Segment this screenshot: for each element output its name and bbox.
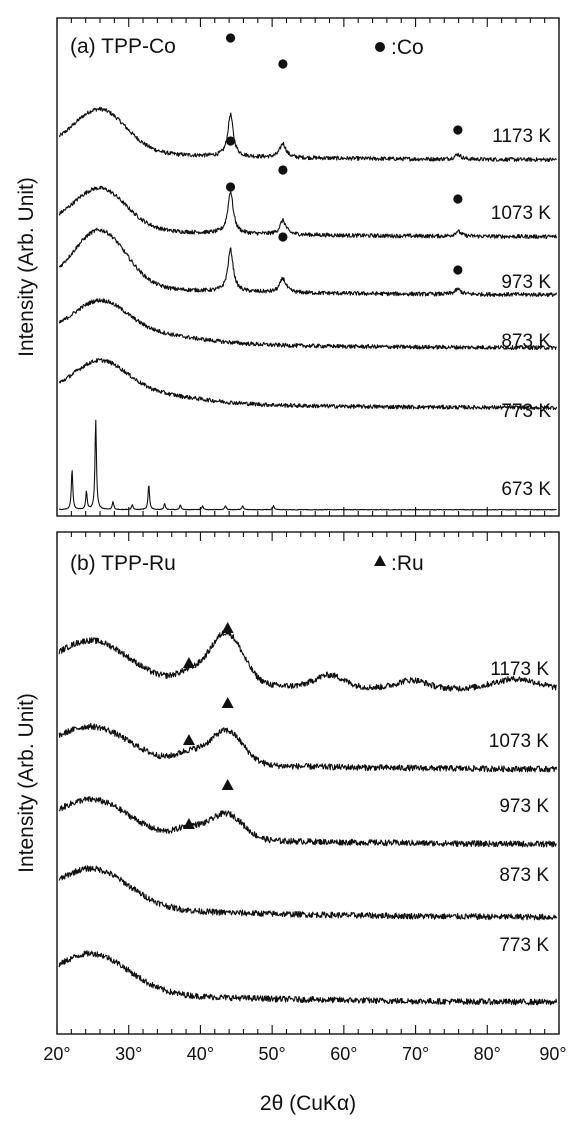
x-tick-label: 30° xyxy=(115,1044,142,1064)
x-axis-label: 2θ (CuKα) xyxy=(260,1092,356,1115)
ru-peak-marker xyxy=(221,697,234,708)
series-label-b: 1173 K xyxy=(490,659,549,680)
panel-b-markers xyxy=(182,622,234,829)
panel-b-ylabel: Intensity (Arb. Unit) xyxy=(15,693,38,873)
x-tick-label: 40° xyxy=(187,1044,214,1064)
co-peak-marker xyxy=(278,165,288,175)
panel-a-x-ticks xyxy=(56,18,560,516)
trace-b-873K xyxy=(58,865,558,921)
series-label-a: 773 K xyxy=(501,401,551,422)
panel-b-x-tick-labels: 20° 30° 40° 50° 60° 70° 80° 90° xyxy=(43,1044,566,1064)
co-peak-marker xyxy=(225,182,236,192)
series-label-b: 973 K xyxy=(499,796,549,817)
panel-b-legend-label: :Ru xyxy=(391,552,424,575)
trace-b-1073K xyxy=(58,723,558,773)
co-peak-marker xyxy=(278,59,288,69)
series-label-a: 973 K xyxy=(501,272,551,293)
series-label-a: 873 K xyxy=(501,331,551,352)
panel-a-traces xyxy=(58,106,558,511)
panel-a-series-labels: 1173 K 1073 K 973 K 873 K 773 K 673 K xyxy=(491,126,552,500)
panel-b-title: (b) TPP-Ru xyxy=(70,552,176,575)
x-tick-label: 80° xyxy=(474,1044,501,1064)
co-peak-marker xyxy=(225,33,236,43)
panel-b: (b) TPP-Ru :Ru Intensity (Arb. Unit) 117… xyxy=(15,531,567,1115)
co-peak-marker xyxy=(453,125,463,135)
ru-peak-marker xyxy=(182,818,195,829)
series-label-a: 673 K xyxy=(501,479,551,500)
x-tick-label: 70° xyxy=(402,1044,429,1064)
series-label-a: 1173 K xyxy=(492,126,551,147)
x-tick-label: 60° xyxy=(330,1044,357,1064)
panel-a-legend-circle-icon xyxy=(375,42,385,52)
co-peak-marker xyxy=(453,194,463,204)
panel-b-traces xyxy=(58,630,558,1006)
co-peak-marker xyxy=(225,136,236,146)
series-label-b: 1073 K xyxy=(489,731,550,752)
panel-b-frame xyxy=(56,531,560,1035)
trace-b-773K xyxy=(58,950,558,1006)
panel-b-legend-triangle-icon xyxy=(374,555,386,566)
panel-a: (a) TPP-Co :Co Intensity (Arb. Unit) 117… xyxy=(15,17,560,517)
co-peak-marker xyxy=(278,232,288,242)
panel-a-legend-label: :Co xyxy=(391,36,424,59)
co-peak-marker xyxy=(453,265,463,275)
panel-a-frame xyxy=(56,17,560,517)
trace-a-673K xyxy=(58,419,557,511)
ru-peak-marker xyxy=(182,657,195,668)
x-tick-label: 50° xyxy=(259,1044,286,1064)
panel-b-series-labels: 1173 K 1073 K 973 K 873 K 773 K xyxy=(489,659,550,956)
trace-b-973K xyxy=(58,796,557,848)
ru-peak-marker xyxy=(221,622,234,633)
x-tick-label: 90° xyxy=(539,1044,566,1064)
trace-a-873K xyxy=(58,298,557,351)
trace-b-1173K xyxy=(58,630,558,692)
series-label-b: 873 K xyxy=(499,865,549,886)
panel-a-markers xyxy=(225,33,463,275)
x-tick-label: 20° xyxy=(43,1044,70,1064)
panel-b-x-ticks xyxy=(56,532,560,1034)
ru-peak-marker xyxy=(182,734,195,745)
panel-a-ylabel: Intensity (Arb. Unit) xyxy=(15,177,38,357)
trace-a-973K xyxy=(58,227,558,298)
trace-a-773K xyxy=(58,358,558,411)
trace-a-1073K xyxy=(58,185,558,240)
trace-a-1173K xyxy=(58,106,557,163)
ru-peak-marker xyxy=(221,779,234,790)
series-label-b: 773 K xyxy=(499,935,549,956)
series-label-a: 1073 K xyxy=(491,203,552,224)
panel-a-title: (a) TPP-Co xyxy=(70,35,176,58)
